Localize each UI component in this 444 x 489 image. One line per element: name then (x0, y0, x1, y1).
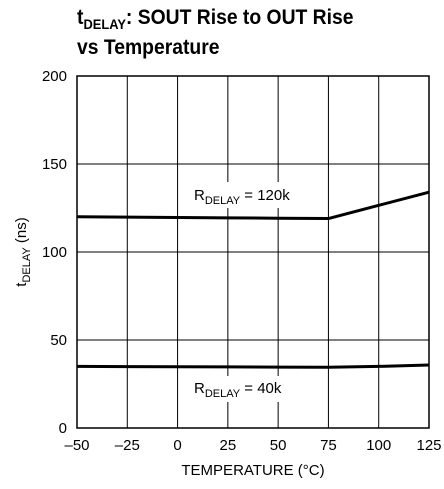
series-label-1: RDELAY = 40k (194, 380, 282, 400)
y-tick-label: 150 (42, 156, 67, 173)
chart-title: tDELAY: SOUT Rise to OUT Rise vs Temperat… (77, 6, 408, 59)
x-tick-label: –50 (64, 437, 89, 454)
series-label-bg (191, 182, 309, 208)
x-axis-label: TEMPERATURE (°C) (181, 462, 324, 479)
title-subscript: DELAY (83, 16, 126, 32)
series-label-bg (191, 376, 299, 402)
series-label-0: RDELAY = 120k (194, 187, 290, 207)
title-rest: : SOUT Rise to OUT Rise (125, 6, 354, 29)
x-tick-label: 50 (270, 437, 287, 454)
x-tick-label: 100 (366, 437, 391, 454)
y-tick-label: 100 (42, 244, 67, 261)
y-axis-label: tDELAY (ns) (13, 217, 33, 286)
x-tick-label: 125 (416, 437, 441, 454)
x-tick-label: 75 (320, 437, 337, 454)
y-tick-label: 0 (59, 420, 67, 437)
x-tick-label: 25 (220, 437, 237, 454)
title-t: t (77, 6, 84, 29)
x-tick-label: –25 (115, 437, 140, 454)
series-line-1 (76, 363, 430, 369)
x-tick-label: 0 (173, 437, 181, 454)
title-line2: vs Temperature (77, 36, 220, 59)
y-tick-label: 50 (50, 332, 67, 349)
y-tick-label: 200 (42, 68, 67, 85)
series-line-0 (76, 190, 430, 221)
plot-frame (76, 75, 430, 429)
